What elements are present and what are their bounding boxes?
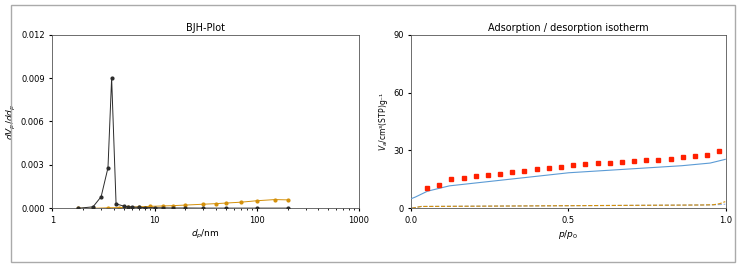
DES [557,165,565,168]
DES [605,161,614,164]
DES spent [556,204,565,207]
DES [678,155,687,159]
DES spent [407,207,416,210]
DES [593,162,602,165]
ADS spent [713,203,722,206]
ADS [556,172,565,175]
ADS [577,170,586,174]
Line: ADS spent: ADS spent [411,204,726,208]
X-axis label: $p$/$p_0$: $p$/$p_0$ [559,228,578,241]
DES spent [713,202,722,206]
DES [483,173,492,176]
DES [447,177,456,180]
ADS [721,158,730,161]
DES [423,187,432,190]
DES [642,159,651,162]
DES spent [664,204,673,207]
DES [532,168,541,171]
DES [630,159,639,163]
ADS spent [594,204,603,207]
Y-axis label: $dV_p$/$dd_p$: $dV_p$/$dd_p$ [5,103,18,140]
Y-axis label: $V_a$/cm³(STP)g⁻¹: $V_a$/cm³(STP)g⁻¹ [377,92,390,151]
DES [568,163,577,166]
DES [508,171,517,174]
ADS [407,197,416,200]
DES [496,172,505,175]
DES [690,154,699,158]
Line: ADS: ADS [411,159,726,198]
DES spent [558,204,567,207]
ADS spent [407,207,416,210]
ADS [558,172,567,175]
DES [471,175,480,178]
DES spent [594,204,603,207]
DES [617,160,626,163]
DES [581,162,590,166]
ADS spent [577,204,586,207]
DES [545,167,554,170]
DES spent [577,204,586,207]
ADS [713,160,722,163]
ADS spent [558,204,567,207]
Title: Adsorption / desorption isotherm: Adsorption / desorption isotherm [488,22,649,33]
DES [715,150,724,153]
ADS spent [664,204,673,207]
Line: DES spent: DES spent [411,202,726,208]
ADS [594,169,603,172]
ADS spent [721,203,730,206]
ADS spent [556,204,565,207]
DES [702,153,711,156]
DES [435,184,444,187]
ADS [664,165,673,168]
DES [654,158,663,161]
DES [459,176,468,179]
DES [666,157,675,160]
DES spent [721,200,730,203]
DES [520,169,529,172]
X-axis label: $d_p$/nm: $d_p$/nm [191,228,220,241]
Line: DES: DES [425,149,721,190]
Title: BJH-Plot: BJH-Plot [186,22,225,33]
